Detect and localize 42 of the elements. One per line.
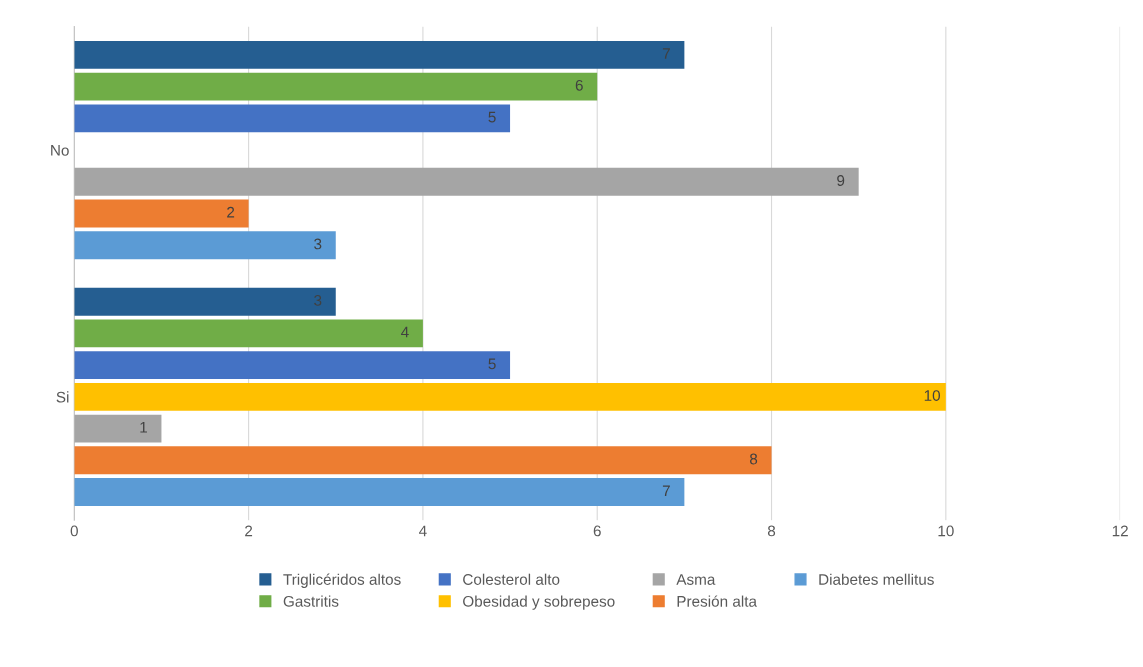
bar — [74, 231, 336, 260]
data-label: 10 — [924, 390, 941, 401]
bar — [74, 446, 772, 475]
bar — [74, 199, 249, 228]
data-label: 6 — [575, 79, 583, 91]
bar — [74, 167, 859, 196]
bar — [74, 40, 685, 69]
legend-label: Triglicéridos altos — [283, 573, 401, 588]
bar — [74, 414, 162, 443]
x-tick-label: 4 — [419, 525, 427, 537]
y-tick-label: Si — [56, 391, 69, 403]
bar — [74, 287, 336, 316]
data-label: 9 — [837, 175, 845, 186]
data-label: 1 — [140, 422, 147, 433]
data-label: 3 — [314, 238, 322, 250]
bar — [74, 72, 598, 101]
legend-label: Presión alta — [677, 595, 757, 607]
legend-label: Gastritis — [283, 595, 339, 607]
legend-label: Asma — [676, 574, 716, 585]
y-tick-label: No — [51, 145, 69, 156]
data-label: 5 — [488, 111, 496, 123]
bar — [74, 351, 511, 380]
bar — [74, 478, 685, 507]
data-label: 5 — [488, 358, 496, 370]
x-tick-label: 0 — [70, 525, 78, 537]
x-tick-label: 6 — [593, 525, 601, 537]
bar — [74, 382, 946, 411]
data-label: 7 — [662, 485, 670, 497]
x-tick-label: 12 — [1112, 525, 1128, 537]
data-label: 4 — [401, 326, 409, 338]
data-label: 8 — [749, 453, 758, 465]
x-tick-label: 10 — [938, 525, 954, 537]
legend-label: Obesidad y sobrepeso — [463, 595, 615, 610]
x-tick-label: 2 — [245, 525, 253, 537]
x-tick-label: 8 — [767, 525, 776, 537]
data-label: 2 — [227, 206, 235, 218]
bar — [74, 319, 423, 348]
legend-label: Diabetes mellitus — [819, 573, 934, 585]
data-label: 3 — [314, 294, 322, 306]
data-label: 7 — [662, 48, 670, 59]
legend-label: Colesterol alto — [463, 573, 560, 585]
bar — [74, 104, 511, 133]
